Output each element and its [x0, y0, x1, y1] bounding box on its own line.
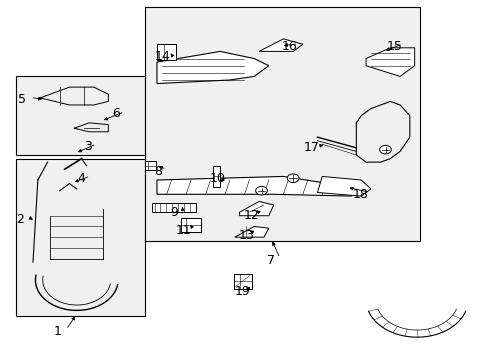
Text: 15: 15 — [386, 40, 401, 53]
Text: 14: 14 — [155, 50, 170, 63]
Text: 10: 10 — [209, 172, 225, 185]
Text: 5: 5 — [18, 93, 26, 106]
Circle shape — [287, 174, 298, 183]
Polygon shape — [259, 39, 302, 51]
Polygon shape — [366, 48, 414, 76]
Text: 8: 8 — [154, 165, 162, 177]
Text: 18: 18 — [351, 188, 367, 201]
Text: 17: 17 — [303, 141, 319, 154]
Bar — [144, 7, 419, 241]
Bar — [144, 161, 155, 170]
Polygon shape — [317, 176, 370, 196]
Text: 12: 12 — [244, 209, 259, 222]
Bar — [212, 166, 220, 187]
Text: 4: 4 — [78, 172, 85, 185]
Polygon shape — [234, 226, 268, 237]
Text: 1: 1 — [53, 325, 61, 338]
Text: 19: 19 — [235, 285, 250, 298]
Circle shape — [379, 145, 390, 154]
Bar — [157, 44, 176, 60]
Bar — [16, 158, 144, 316]
Text: 9: 9 — [170, 206, 178, 219]
Text: 13: 13 — [239, 229, 254, 242]
Text: 16: 16 — [281, 40, 297, 53]
Text: 7: 7 — [267, 254, 275, 267]
Text: 2: 2 — [16, 213, 24, 226]
Text: 11: 11 — [176, 224, 191, 237]
Bar — [233, 274, 252, 289]
Circle shape — [255, 186, 267, 195]
Text: 3: 3 — [84, 140, 92, 153]
Polygon shape — [157, 51, 268, 84]
Polygon shape — [239, 202, 273, 216]
Text: 6: 6 — [111, 107, 120, 120]
Bar — [181, 217, 201, 232]
Bar — [16, 76, 144, 155]
Bar — [152, 203, 196, 212]
Polygon shape — [157, 176, 351, 196]
